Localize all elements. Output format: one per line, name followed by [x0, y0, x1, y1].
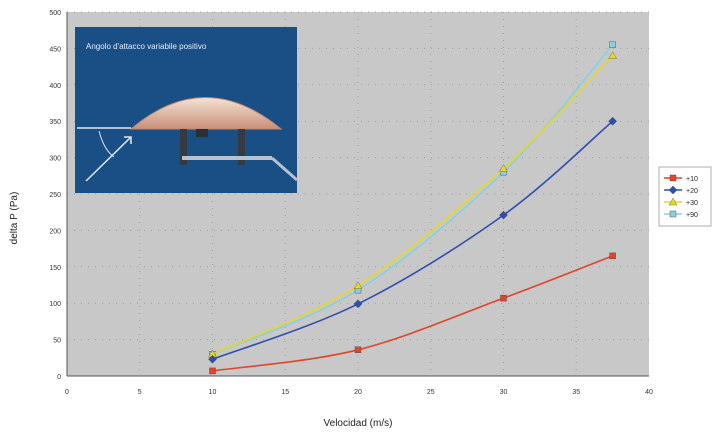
y-tick-label-3: 150: [49, 265, 61, 272]
legend-label-2: +30: [686, 200, 698, 207]
y-tick-label-1: 50: [53, 338, 61, 345]
legend-marker-2: [668, 197, 678, 206]
series-2: [208, 51, 617, 358]
legend-label-1: +20: [686, 188, 698, 195]
y-tick-label-10: 500: [49, 10, 61, 17]
y-tick-label-5: 250: [49, 192, 61, 199]
legend-label-0: +10: [686, 176, 698, 183]
x-tick-label-4: 20: [354, 389, 362, 396]
legend-label-3: +90: [686, 212, 698, 219]
x-tick-label-8: 40: [645, 389, 653, 396]
series-line-3: [212, 44, 614, 355]
point-3-3: [609, 41, 616, 48]
y-tick-label-4: 200: [49, 228, 61, 235]
inset-label: Angolo d'attacco variabile positivo: [86, 42, 207, 51]
y-tick-label-8: 400: [49, 83, 61, 90]
point-0-3: [609, 252, 616, 260]
x-tick-label-0: 0: [65, 389, 69, 396]
y-tick-label-2: 100: [49, 301, 61, 308]
x-axis-label: Velocidad (m/s): [324, 418, 393, 429]
point-1-2: [499, 210, 508, 220]
legend-marker-0: [669, 174, 677, 182]
y-tick-label-7: 350: [49, 119, 61, 126]
series-line-0: [212, 255, 613, 372]
point-1-0: [208, 354, 217, 364]
point-1-3: [608, 116, 617, 126]
y-tick-label-9: 450: [49, 46, 61, 53]
series-0: [209, 252, 616, 375]
x-tick-label-3: 15: [281, 389, 289, 396]
x-tick-label-5: 25: [427, 389, 435, 396]
inset-illustration: Angolo d'attacco variabile positivo: [75, 27, 298, 193]
point-0-1: [354, 346, 362, 353]
dome-sensor-icon: [77, 97, 298, 182]
x-tick-label-1: 5: [138, 389, 142, 396]
grid: [67, 11, 649, 376]
point-0-0: [209, 367, 216, 375]
series-line-2: [212, 55, 614, 355]
point-0-2: [500, 294, 507, 302]
y-tick-label-6: 300: [49, 156, 61, 163]
series-layer: [208, 41, 617, 375]
point-2-3: [608, 51, 617, 59]
axes: 0 50 100 150 200 250 300 350 400 450 500 0 5 10 15 20 25…: [49, 10, 653, 396]
series-1: [208, 116, 617, 364]
legend-marker-1: [668, 185, 678, 195]
x-tick-label-6: 30: [500, 389, 508, 396]
point-2-2: [499, 164, 508, 172]
legend: +10 +20 +30 +90: [658, 166, 712, 227]
legend-box: [658, 166, 712, 227]
x-tick-label-7: 35: [572, 389, 580, 396]
y-tick-label-0: 0: [57, 374, 61, 381]
point-1-1: [353, 299, 363, 309]
x-tick-label-2: 10: [209, 389, 217, 396]
series-line-1: [212, 120, 614, 361]
legend-marker-3: [669, 210, 677, 218]
y-axis-label: delta P (Pa): [9, 192, 20, 245]
point-2-1: [353, 281, 363, 289]
